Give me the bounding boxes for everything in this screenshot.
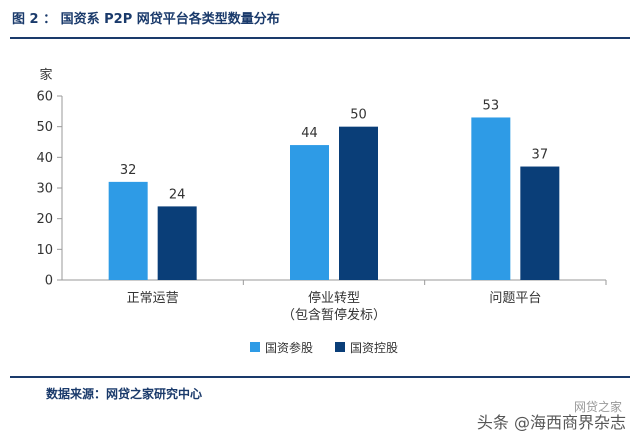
category-label: （包含暂停发标） [282,307,386,323]
y-axis-unit: 家 [39,67,52,83]
bar-light [290,145,329,280]
bar-data-label: 53 [483,98,500,113]
category-label: 正常运营 [127,291,179,306]
y-tick-label: 0 [45,274,53,289]
bar-data-label: 50 [350,108,367,123]
bar-data-label: 32 [120,163,137,178]
source-note: 数据来源：网贷之家研究中心 [46,387,203,401]
bar-dark [339,126,378,281]
bar-data-label: 24 [169,187,186,202]
legend-label: 国资控股 [350,341,398,355]
watermark-secondary: 网贷之家 [573,400,622,414]
bar-light [471,117,511,280]
source-rule [10,376,630,378]
bar-light [108,181,148,280]
legend-swatch [250,342,260,352]
bar-data-label: 44 [301,126,318,141]
y-tick-label: 20 [36,212,53,227]
bar-chart: 0 10 20 30 40 50 60 家 32 24 正常运营 44 50 停业转型（包含暂停发标） 53… [36,67,607,355]
figure-title: 图 2 ： 国资系 P2P 网贷平台各类型数量分布 [12,12,280,27]
watermark: 头条 @海西商界杂志 [476,413,626,432]
title-rule [10,37,630,39]
y-tick-label: 60 [36,90,53,105]
bar-dark [520,166,560,280]
y-tick-label: 10 [36,243,53,258]
legend-swatch [335,342,345,352]
y-tick-label: 30 [36,182,53,197]
category-label: 问题平台 [489,291,541,306]
y-tick-label: 40 [36,151,53,166]
y-tick-label: 50 [36,120,53,135]
bar-data-label: 37 [532,148,549,163]
legend-label: 国资参股 [265,340,313,355]
category-label: 停业转型 [308,290,360,306]
bar-dark [157,206,197,280]
